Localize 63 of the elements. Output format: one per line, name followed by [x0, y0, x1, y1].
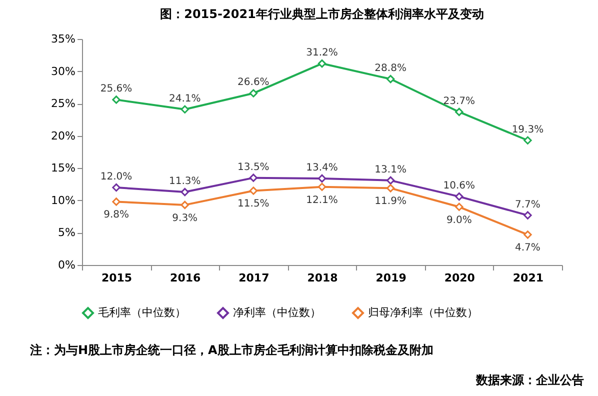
y-tick-label: 25% — [51, 97, 76, 110]
data-label: 4.7% — [515, 242, 540, 254]
point — [249, 89, 258, 98]
point — [455, 108, 464, 116]
point — [524, 211, 532, 220]
data-label: 23.7% — [443, 96, 476, 107]
data-label: 31.2% — [306, 48, 338, 59]
y-tick-label: 10% — [51, 194, 76, 207]
y-tick-label: 5% — [58, 226, 76, 240]
legend-label: 归母净利率（中位数） — [368, 306, 478, 319]
point — [318, 182, 326, 191]
y-tick-label: 0% — [58, 258, 76, 272]
x-tick-label: 2017 — [238, 272, 270, 284]
x-tick-label: 2016 — [170, 272, 202, 284]
point — [112, 183, 120, 192]
point — [455, 192, 464, 201]
y-tick-label: 15% — [51, 162, 76, 175]
data-label: 12.1% — [306, 194, 338, 206]
x-tick-label: 2019 — [376, 272, 406, 284]
data-label: 9.8% — [104, 210, 129, 221]
point — [386, 176, 395, 185]
point — [524, 230, 532, 239]
point — [180, 188, 189, 196]
data-label: 28.8% — [374, 63, 406, 74]
point — [455, 202, 464, 211]
data-label: 13.5% — [238, 162, 270, 173]
point — [249, 174, 258, 182]
point — [318, 174, 326, 183]
data-label: 19.3% — [512, 124, 544, 136]
point — [386, 184, 395, 192]
data-label: 24.1% — [168, 93, 201, 104]
point — [112, 198, 120, 206]
data-label: 11.9% — [374, 196, 406, 208]
x-tick-label: 2020 — [444, 272, 476, 284]
point — [524, 136, 532, 144]
legend-label: 毛利率（中位数） — [98, 306, 186, 319]
chart-title: 图：2015-2021年行业典型上市房企整体利润率水平及变动 — [160, 7, 484, 21]
source-note: 数据来源：企业公告 — [476, 372, 584, 389]
data-label: 12.0% — [100, 172, 132, 183]
data-label: 13.1% — [374, 164, 406, 176]
data-label: 11.3% — [168, 176, 201, 188]
point — [180, 200, 189, 210]
legend-label: 净利率（中位数） — [233, 306, 321, 319]
point — [249, 186, 258, 195]
point — [386, 74, 395, 84]
y-tick-label: 20% — [51, 129, 76, 142]
data-label: 26.6% — [238, 77, 270, 88]
x-tick-label: 2018 — [307, 272, 338, 284]
data-label: 7.7% — [515, 199, 540, 210]
data-label: 25.6% — [100, 84, 132, 95]
point — [318, 59, 326, 68]
data-label: 10.6% — [443, 180, 476, 192]
data-label: 9.0% — [446, 214, 472, 226]
point — [112, 96, 120, 104]
point — [180, 105, 189, 114]
y-tick-label: 35% — [51, 32, 76, 46]
data-label: 13.4% — [306, 162, 338, 174]
y-tick-label: 30% — [51, 64, 76, 78]
data-label: 11.5% — [238, 198, 270, 210]
text: 注：为与H股上市房企统一口径，A股上市房企毛利润计算中扣除税金及附加 — [30, 342, 434, 359]
x-tick-label: 2021 — [512, 272, 544, 284]
data-label: 9.3% — [172, 212, 198, 224]
x-tick-label: 2015 — [101, 272, 132, 284]
